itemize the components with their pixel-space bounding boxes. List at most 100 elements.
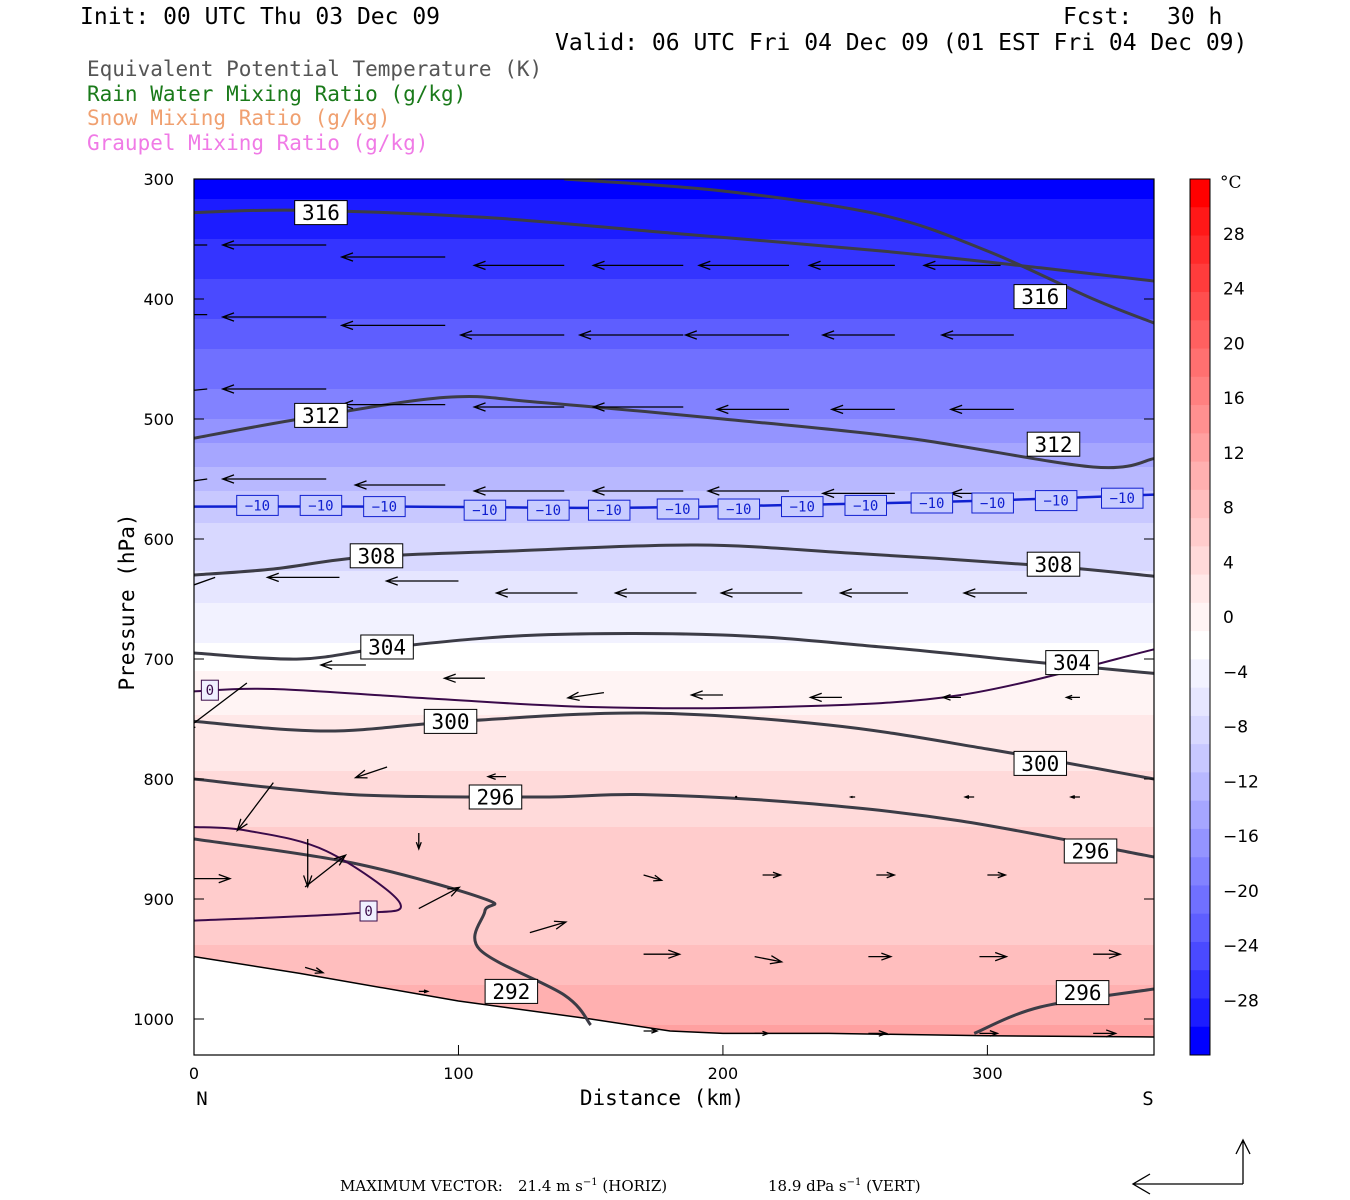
wind-vector	[458, 330, 565, 340]
theta-e-label-box	[1013, 284, 1068, 310]
temperature-band	[194, 349, 1154, 360]
wind-vector	[963, 795, 975, 799]
temperature-band	[194, 975, 1154, 986]
colorbar-tick-label: 28	[1223, 225, 1245, 245]
colorbar-swatch	[1190, 348, 1210, 378]
zero-degree-label: 0	[364, 904, 372, 920]
theta-e-label: 300	[1021, 752, 1059, 776]
temperature-band	[194, 239, 1154, 260]
wind-vector	[220, 240, 327, 250]
temperature-band	[194, 555, 1154, 564]
theta-e-contour	[194, 711, 1154, 781]
theta-e-label-box	[349, 543, 404, 569]
minus10-label: −10	[726, 502, 751, 518]
colorbar-tick-label: −4	[1223, 663, 1248, 683]
wind-vector	[486, 773, 507, 780]
wind-vector	[643, 949, 682, 959]
reference-horizontal-vector	[1131, 1173, 1243, 1195]
wind-vector	[820, 330, 895, 340]
colorbar-tick-label: 20	[1223, 334, 1245, 354]
temperature-band	[194, 643, 1154, 652]
theta-e-label-box	[484, 978, 539, 1004]
colorbar-swatch	[1190, 659, 1210, 689]
theta-e-label: 304	[368, 636, 406, 660]
colorbar-tick-label: 12	[1223, 444, 1245, 464]
y-tick-label: 600	[143, 530, 174, 549]
wind-vector	[529, 920, 568, 934]
temperature-band	[194, 379, 1154, 390]
y-tick-label: 900	[143, 890, 174, 909]
theta-e-label-box	[294, 200, 348, 226]
temperature-band	[194, 587, 1154, 596]
y-tick-label: 500	[143, 410, 174, 429]
wind-vector	[236, 782, 274, 832]
colorbar-tick-label: −20	[1223, 882, 1259, 902]
max-vector-horiz: 21.4 m s−1 (HORIZ)	[518, 1177, 668, 1195]
theta-e-label: 312	[302, 404, 340, 428]
wind-vector	[1064, 694, 1080, 701]
temperature-band	[194, 755, 1154, 764]
minus10-label: −10	[980, 496, 1005, 512]
minus10-label-box	[527, 499, 570, 521]
temperature-band	[194, 539, 1154, 548]
minus10-label: −10	[1110, 491, 1135, 507]
temperature-band	[194, 563, 1154, 572]
minus10-label: −10	[372, 500, 397, 516]
wind-vector	[1069, 795, 1080, 799]
colorbar-swatch	[1190, 941, 1210, 971]
temperature-band	[194, 827, 1154, 840]
minus10-label-box	[656, 498, 700, 520]
wind-vector	[220, 474, 327, 484]
temperature-band	[194, 935, 1154, 946]
wind-vector	[418, 886, 461, 910]
temperature-band	[194, 875, 1154, 886]
wind-vector	[1093, 949, 1123, 959]
temperature-band	[194, 1005, 1154, 1016]
wind-vector	[577, 330, 684, 340]
temperature-band	[194, 705, 1154, 716]
temperature-band	[194, 459, 1154, 468]
x-end-label-south: S	[1142, 1088, 1153, 1110]
minus10-label: −10	[853, 498, 878, 514]
theta-e-contour	[194, 837, 592, 1026]
temperature-band	[194, 695, 1154, 706]
colorbar-swatch	[1190, 489, 1210, 519]
wind-vector	[868, 1030, 889, 1037]
max-vector-label: MAXIMUM VECTOR:	[340, 1177, 503, 1195]
temperature-band	[194, 863, 1154, 876]
wind-vector	[415, 833, 422, 851]
temperature-band	[194, 339, 1154, 350]
wind-vector	[762, 871, 783, 879]
temperature-band	[194, 389, 1154, 400]
minus10-label-box	[781, 496, 824, 518]
zero-degree-contour	[194, 648, 1154, 710]
wind-vector	[384, 576, 459, 586]
wind-vector	[353, 766, 388, 779]
minus10-label-box	[910, 492, 954, 514]
wind-vector	[194, 873, 232, 884]
wind-vector	[754, 955, 784, 965]
y-tick-label: 1000	[133, 1010, 174, 1029]
colorbar-tick-label: 0	[1223, 608, 1234, 628]
colorbar-swatch	[1190, 179, 1210, 208]
zero-degree-label: 0	[206, 683, 214, 699]
theta-e-label-box	[294, 402, 348, 428]
wind-vector	[643, 1028, 659, 1034]
colorbar-swatch	[1190, 631, 1210, 660]
wind-vector	[683, 330, 790, 340]
temperature-band	[194, 279, 1154, 300]
wind-vector	[808, 692, 842, 703]
colorbar-swatch	[1190, 913, 1210, 943]
theta-e-contour	[194, 632, 1154, 675]
wind-vector	[319, 660, 366, 670]
temperature-band	[194, 603, 1154, 612]
plot-area: 316 316 312 312 308 308 304 304 300 300 296 296 296 2…	[194, 179, 1154, 1055]
init-time: Init: 00 UTC Thu 03 Dec 09	[80, 4, 441, 30]
theta-e-label-box	[1026, 431, 1081, 457]
temperature-band	[194, 451, 1154, 460]
theta-e-contour	[564, 179, 1154, 325]
x-tick-label: 200	[708, 1064, 739, 1083]
plot-frame	[193, 178, 1155, 1056]
temperature-band	[194, 659, 1154, 666]
temperature-band	[194, 763, 1154, 772]
